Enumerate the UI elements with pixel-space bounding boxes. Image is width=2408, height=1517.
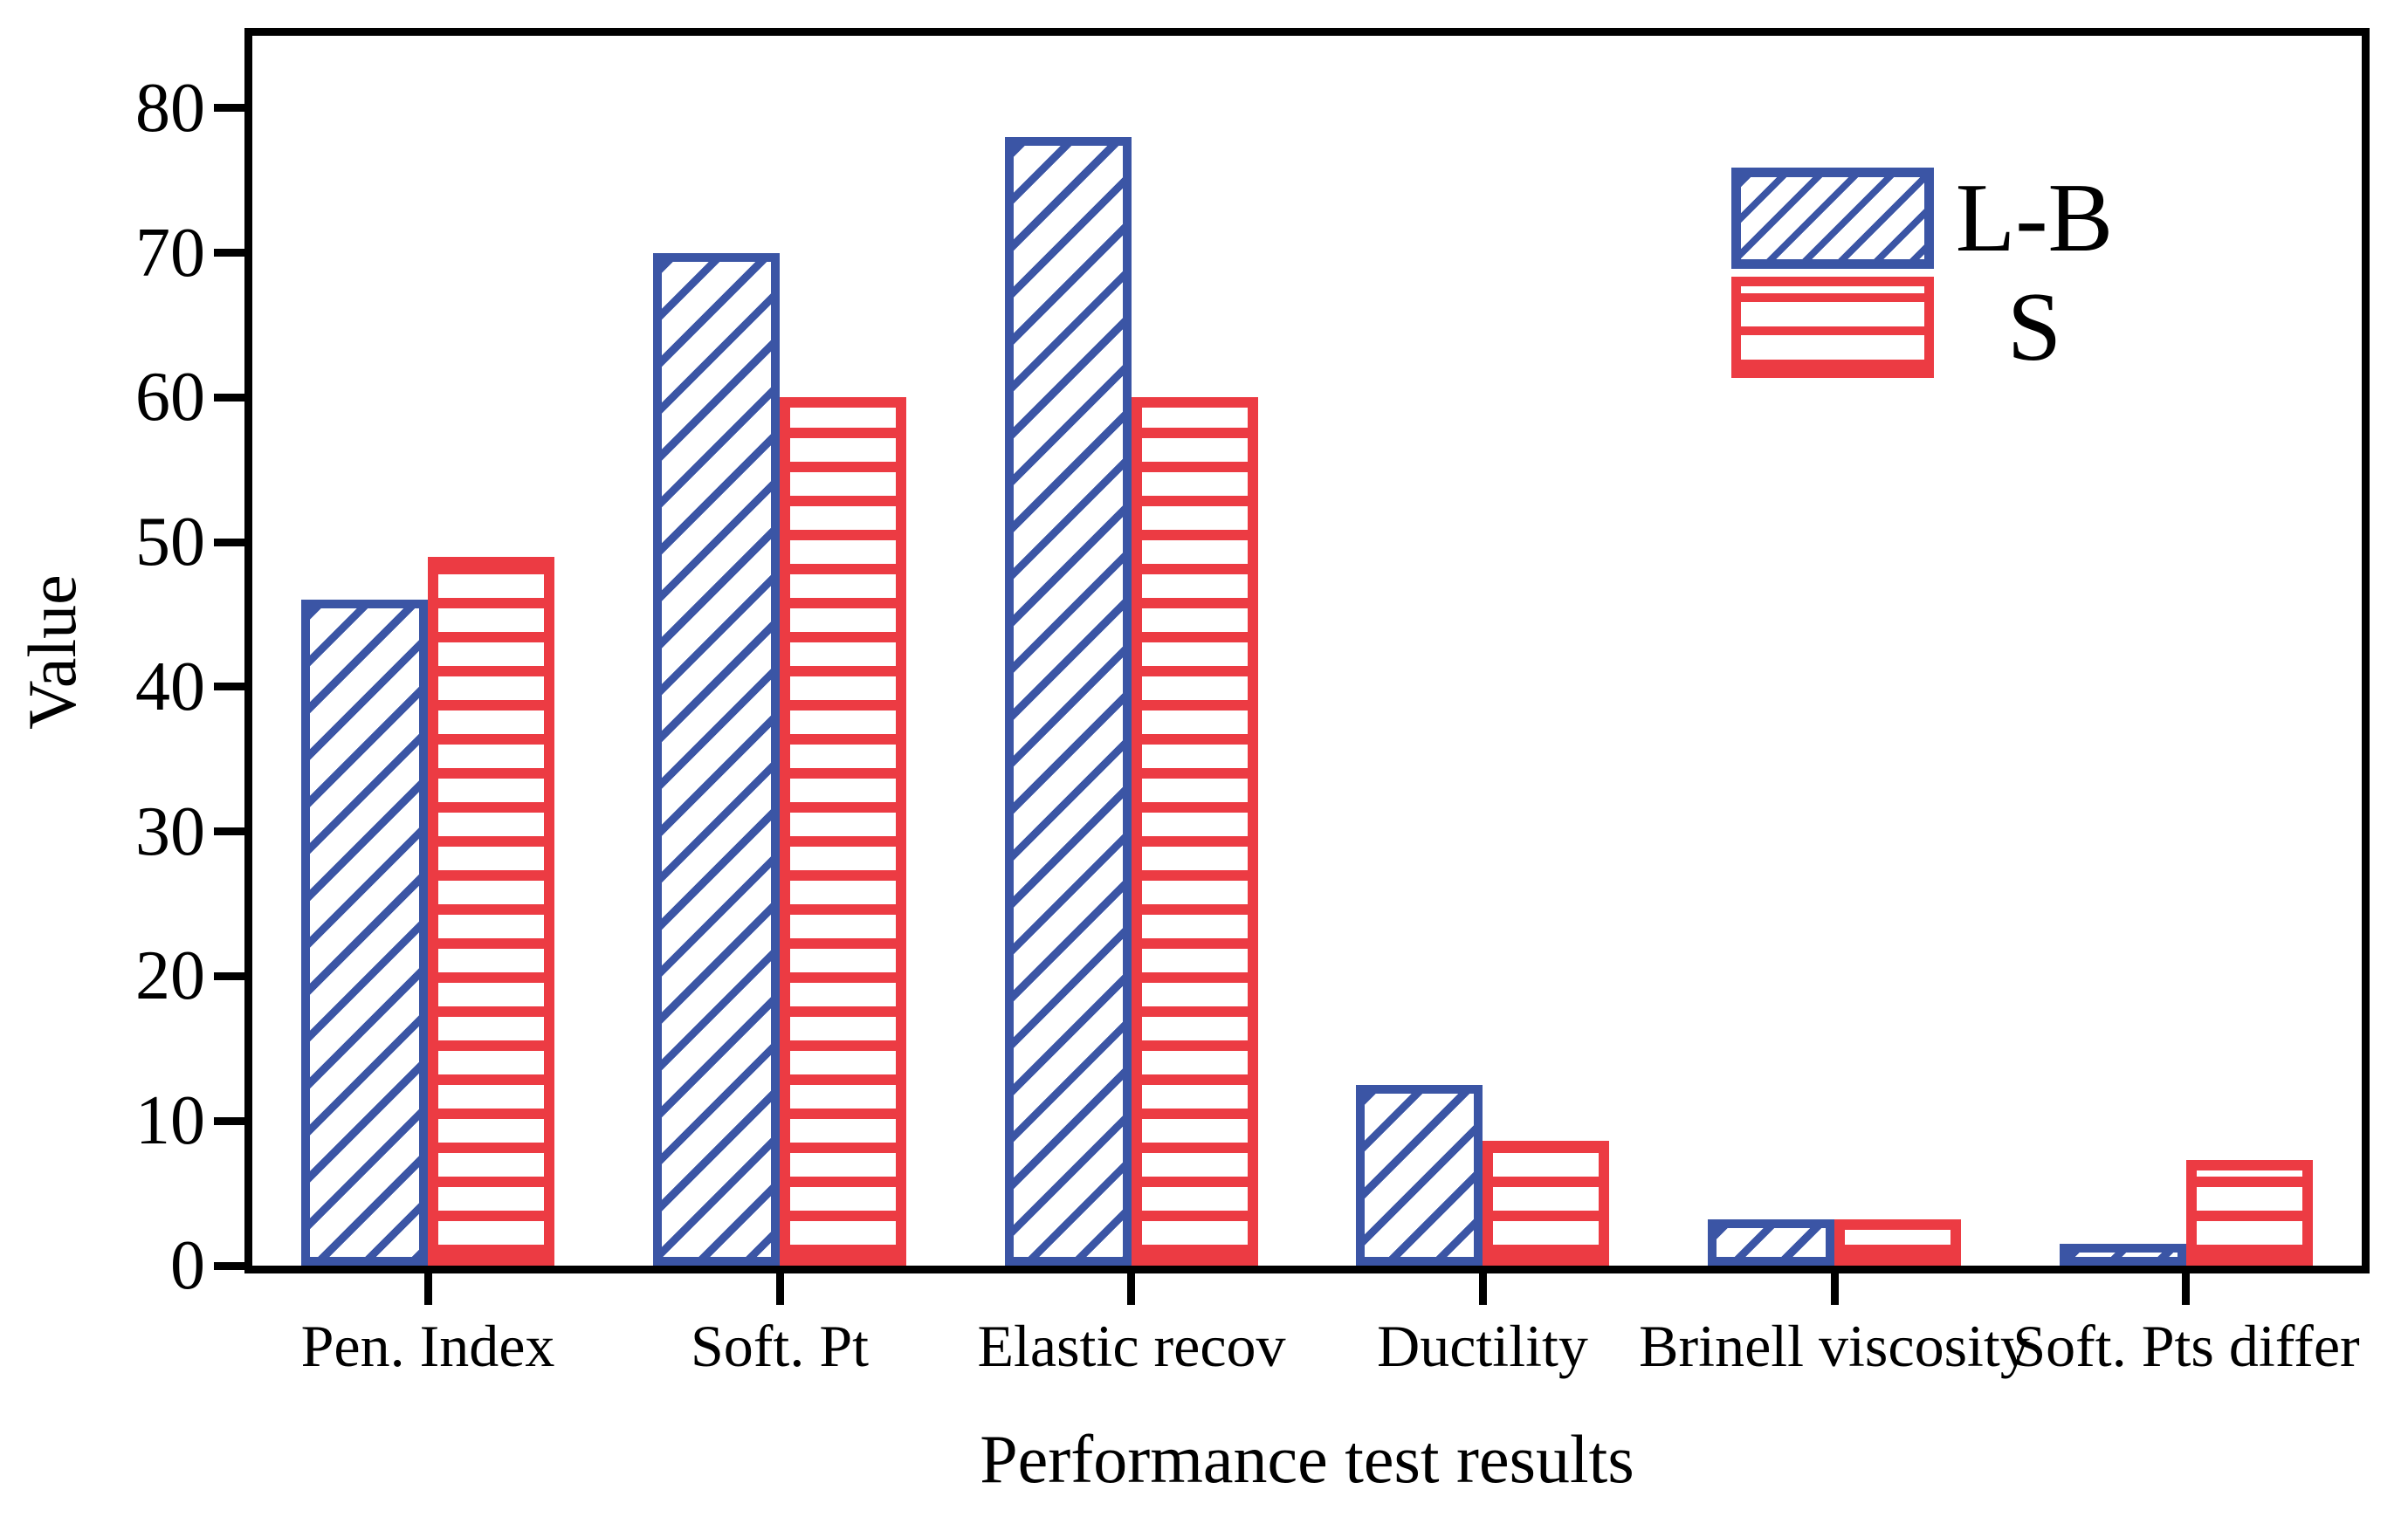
legend-label-s: S — [2006, 273, 2062, 381]
legend: L-B S — [1731, 168, 2135, 378]
y-tick-label-20: 20 — [135, 937, 205, 1014]
x-tick-5 — [1831, 1273, 1839, 1305]
bar-s-pen-index — [428, 557, 554, 1266]
x-tick-1 — [424, 1273, 432, 1305]
y-tick-80 — [214, 104, 244, 112]
x-category-label-ductility: Ductility — [1377, 1313, 1588, 1379]
x-tick-3 — [1127, 1273, 1135, 1305]
bar-lb-soft-pts-differ — [2060, 1244, 2186, 1266]
legend-swatch-s-stripes-icon — [1731, 277, 1934, 378]
bar-s-soft-pt — [780, 397, 906, 1266]
x-category-label-soft-pt: Soft. Pt — [690, 1313, 870, 1379]
bar-lb-soft-pt — [653, 253, 780, 1266]
y-tick-60 — [214, 394, 244, 402]
y-tick-label-50: 50 — [135, 504, 205, 580]
bar-lb-elastic-recov — [1005, 137, 1132, 1266]
plot-area — [244, 28, 2370, 1273]
y-tick-label-40: 40 — [135, 649, 205, 725]
y-tick-50 — [214, 539, 244, 546]
y-tick-30 — [214, 827, 244, 835]
bar-s-soft-pts-differ — [2186, 1160, 2313, 1266]
x-category-label-soft-pts-differ: Soft. Pts differ — [2012, 1313, 2360, 1379]
x-category-label-brinell-viscosity: Brinell viscosity — [1639, 1313, 2030, 1379]
bar-lb-pen-index — [301, 600, 428, 1266]
y-tick-label-0: 0 — [170, 1227, 205, 1304]
y-tick-0 — [214, 1262, 244, 1270]
bar-lb-ductility — [1356, 1085, 1483, 1266]
y-tick-20 — [214, 972, 244, 980]
bar-s-elastic-recov — [1132, 397, 1258, 1266]
y-tick-40 — [214, 683, 244, 690]
x-category-label-pen-index: Pen. Index — [300, 1313, 555, 1379]
legend-item-l-b: L-B — [1731, 168, 2135, 269]
bar-lb-brinell-viscosity — [1708, 1219, 1834, 1266]
y-tick-label-70: 70 — [135, 215, 205, 292]
y-tick-label-60: 60 — [135, 359, 205, 436]
x-tick-6 — [2182, 1273, 2190, 1305]
y-tick-70 — [214, 249, 244, 257]
y-axis-title: Value — [14, 574, 90, 730]
y-tick-label-30: 30 — [135, 793, 205, 870]
x-axis-title: Performance test results — [980, 1421, 1634, 1497]
y-tick-10 — [214, 1117, 244, 1125]
legend-item-s: S — [1731, 277, 2135, 378]
x-category-label-elastic-recov: Elastic recov — [977, 1313, 1286, 1379]
y-tick-label-10: 10 — [135, 1082, 205, 1159]
legend-swatch-l-b-hatch-icon — [1731, 168, 1934, 269]
y-tick-label-80: 80 — [135, 70, 205, 147]
x-tick-2 — [776, 1273, 784, 1305]
bar-s-brinell-viscosity — [1834, 1219, 1961, 1266]
legend-label-l-b: L-B — [1955, 164, 2114, 272]
bar-s-ductility — [1483, 1141, 1609, 1266]
x-tick-4 — [1479, 1273, 1487, 1305]
